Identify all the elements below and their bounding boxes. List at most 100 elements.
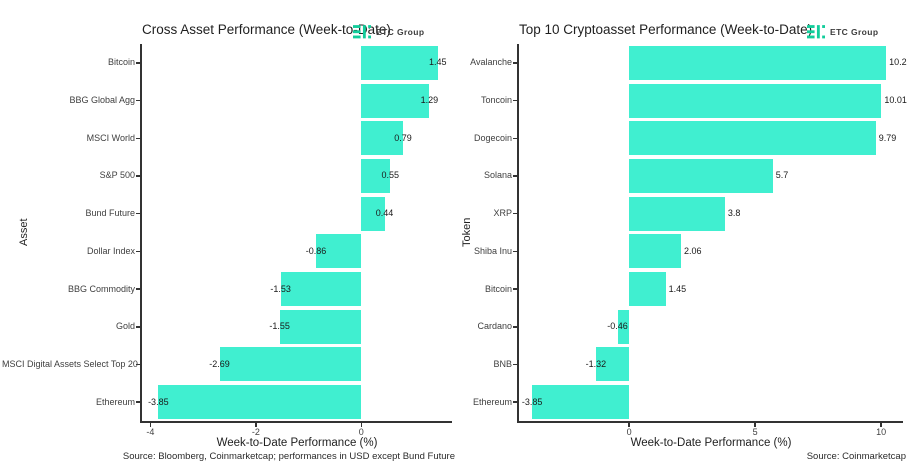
bar-value-label: -0.86 bbox=[305, 245, 327, 256]
y-tick bbox=[136, 363, 140, 366]
bar-value-label: 1.29 bbox=[420, 95, 439, 106]
x-tick bbox=[628, 422, 630, 427]
bar-value-label: -0.46 bbox=[607, 321, 628, 332]
y-tick bbox=[513, 363, 517, 366]
x-tick bbox=[360, 422, 363, 427]
x-tick-label: 10 bbox=[876, 427, 887, 437]
bar-value-label: -1.32 bbox=[585, 358, 607, 369]
category-label: BBG Global Agg bbox=[69, 95, 135, 106]
x-tick-label: 5 bbox=[752, 427, 758, 437]
etc-group-logo: ETC Group bbox=[353, 25, 424, 39]
bar bbox=[361, 121, 403, 156]
y-tick bbox=[513, 99, 517, 102]
bar-value-label: 10.01 bbox=[884, 95, 907, 106]
bar-value-label: 2.06 bbox=[684, 245, 702, 256]
y-tick bbox=[513, 401, 517, 403]
y-tick bbox=[136, 250, 140, 253]
x-axis-title: Week-to-Date Performance (%) bbox=[216, 437, 378, 449]
category-label: BNB bbox=[493, 358, 512, 369]
bar bbox=[629, 158, 773, 193]
category-label: S&P 500 bbox=[99, 170, 135, 181]
x-tick bbox=[880, 422, 882, 427]
bar-value-label: 5.7 bbox=[775, 170, 789, 181]
bar-value-label: 3.8 bbox=[727, 208, 741, 219]
category-label: Shiba Inu bbox=[473, 245, 512, 256]
bar-value-label: 9.79 bbox=[878, 132, 897, 143]
etc-group-logo-text: ETC Group bbox=[376, 26, 425, 37]
bar bbox=[532, 385, 630, 420]
y-tick bbox=[136, 175, 140, 177]
category-label: Dollar Index bbox=[86, 245, 135, 256]
bar bbox=[280, 272, 362, 307]
cryptoasset-chart-panel: Top 10 Cryptoasset Performance (Week-to-… bbox=[455, 0, 911, 466]
bar bbox=[629, 234, 681, 269]
y-tick bbox=[513, 212, 517, 215]
x-tick-label: 0 bbox=[626, 427, 632, 437]
bar bbox=[595, 347, 630, 382]
category-label: Avalanche bbox=[470, 57, 512, 68]
bar-value-label: 10.2 bbox=[889, 57, 907, 68]
category-label: BBG Commodity bbox=[67, 283, 135, 294]
category-label: Bitcoin bbox=[484, 283, 512, 294]
x-axis-line bbox=[140, 421, 452, 423]
bar bbox=[279, 309, 362, 344]
y-tick bbox=[136, 99, 140, 102]
chart-title: Top 10 Cryptoasset Performance (Week-to-… bbox=[519, 22, 813, 37]
etc-group-logo-icon bbox=[353, 25, 371, 39]
category-label: Dogecoin bbox=[473, 132, 512, 143]
category-label: Bund Future bbox=[85, 208, 135, 219]
y-tick bbox=[513, 326, 517, 328]
category-label: Gold bbox=[115, 321, 135, 332]
y-tick bbox=[136, 62, 140, 64]
y-tick bbox=[136, 212, 140, 215]
bar bbox=[361, 196, 385, 231]
bar-value-label: 0.79 bbox=[394, 132, 412, 143]
y-axis-line bbox=[140, 44, 142, 421]
bar bbox=[361, 158, 391, 193]
category-label: MSCI Digital Assets Select Top 20 bbox=[2, 358, 138, 369]
category-label: Bitcoin bbox=[107, 57, 135, 68]
etc-group-logo: ETC Group bbox=[807, 25, 878, 39]
chart-title: Cross Asset Performance (Week-to-Date) bbox=[142, 22, 391, 37]
category-label: Ethereum bbox=[472, 396, 512, 407]
y-tick bbox=[136, 326, 140, 328]
y-tick bbox=[136, 137, 140, 139]
etc-group-logo-icon bbox=[807, 25, 825, 39]
x-axis-title: Week-to-Date Performance (%) bbox=[630, 437, 792, 449]
x-tick bbox=[255, 422, 257, 427]
cross-asset-chart-panel: Cross Asset Performance (Week-to-Date) E… bbox=[0, 0, 455, 466]
bar bbox=[617, 309, 630, 344]
y-tick bbox=[513, 137, 517, 139]
category-label: XRP bbox=[493, 208, 512, 219]
bar-value-label: 0.44 bbox=[375, 208, 394, 219]
bar bbox=[629, 196, 725, 231]
bar-value-label: -3.85 bbox=[148, 396, 169, 407]
bar-value-label: 0.55 bbox=[381, 170, 400, 181]
category-label: Cardano bbox=[477, 321, 512, 332]
bar bbox=[219, 347, 362, 382]
x-tick bbox=[149, 422, 152, 427]
category-label: MSCI World bbox=[86, 132, 135, 143]
bar bbox=[158, 385, 362, 420]
bar bbox=[629, 83, 882, 118]
x-tick-label: -4 bbox=[146, 427, 155, 437]
y-tick bbox=[513, 62, 517, 64]
bar-value-label: -2.69 bbox=[209, 358, 230, 369]
y-tick bbox=[513, 175, 517, 177]
y-tick bbox=[136, 401, 140, 403]
y-tick bbox=[513, 288, 517, 290]
category-label: Ethereum bbox=[95, 396, 135, 407]
x-tick-label: 0 bbox=[358, 427, 364, 437]
category-label: Toncoin bbox=[480, 95, 512, 106]
bar bbox=[361, 83, 430, 118]
source-note: Source: Coinmarketcap bbox=[806, 451, 906, 462]
bar bbox=[315, 234, 362, 269]
bar bbox=[629, 45, 887, 80]
x-axis-line bbox=[517, 421, 903, 423]
x-tick bbox=[754, 422, 756, 427]
bar-value-label: 1.45 bbox=[428, 57, 447, 68]
source-note: Source: Bloomberg, Coinmarketcap; perfor… bbox=[122, 451, 455, 462]
bar-value-label: 1.45 bbox=[668, 283, 687, 294]
bar-value-label: -1.55 bbox=[269, 321, 290, 332]
